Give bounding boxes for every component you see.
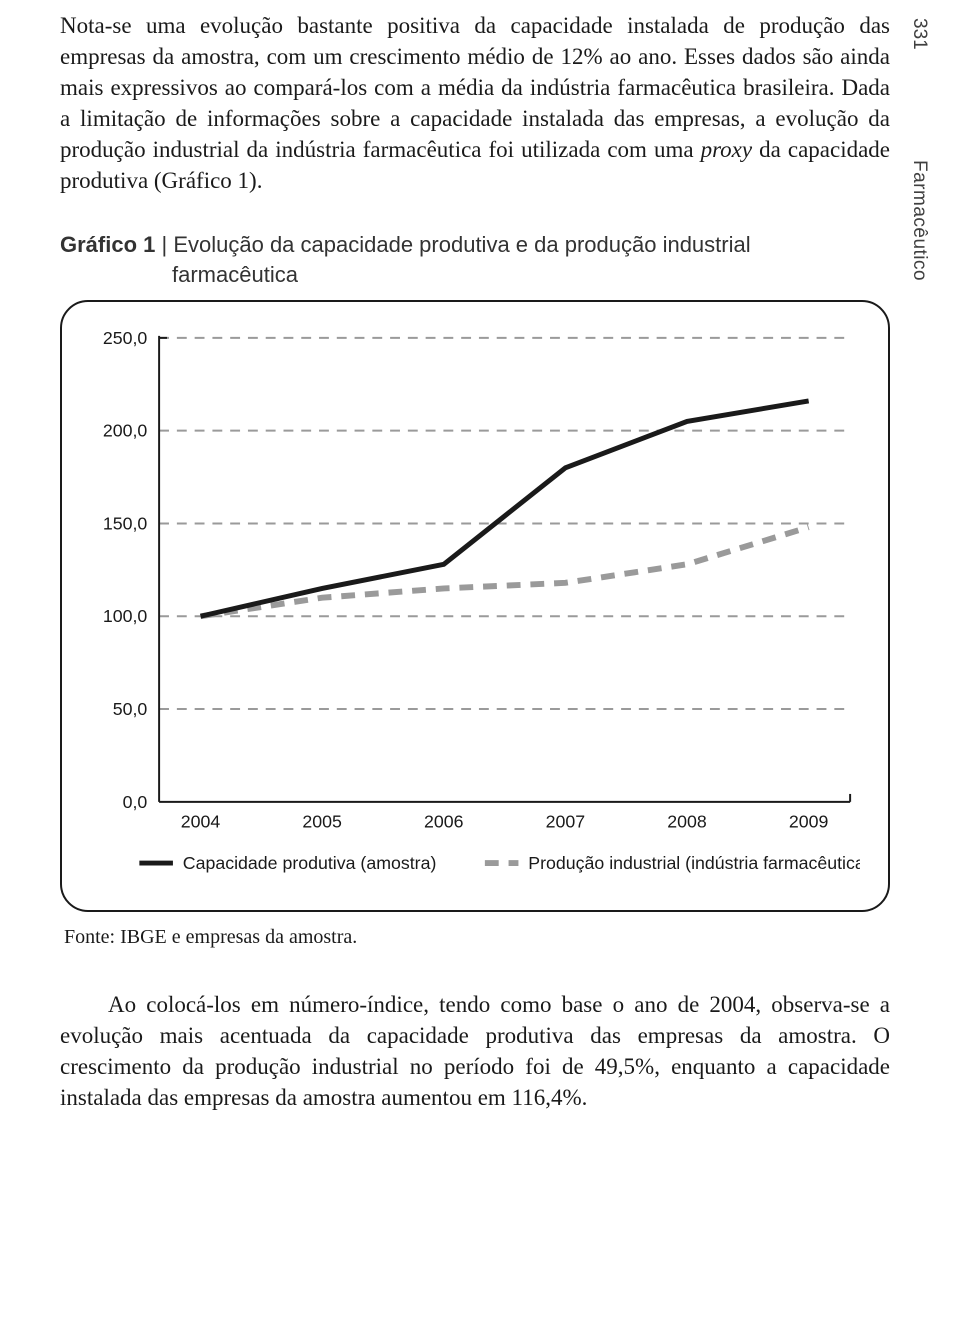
paragraph-conclusion: Ao colocá-los em número-índice, tendo co… [60, 989, 890, 1113]
x-tick-label: 2006 [424, 811, 464, 831]
y-tick-label: 200,0 [103, 420, 148, 440]
y-tick-label: 150,0 [103, 513, 148, 533]
y-tick-label: 50,0 [113, 699, 148, 719]
chart-frame: 0,0 50,0 100,0 150,0 200,0 250,0 2004 2005 2006 2… [60, 300, 890, 913]
page: 331 Farmacêutico Nota-se uma evolução ba… [0, 0, 960, 1322]
x-tick-label: 2009 [789, 811, 829, 831]
chart-title: Gráfico 1 | Evolução da capacidade produ… [60, 230, 890, 289]
y-tick-label: 250,0 [103, 328, 148, 348]
y-tick-label: 0,0 [123, 791, 148, 811]
series-line [201, 527, 809, 616]
chart-title-line2: farmacêutica [60, 260, 890, 290]
legend-label: Produção industrial (indústria farmacêut… [528, 853, 860, 873]
x-tick-label: 2008 [667, 811, 707, 831]
x-tick-label: 2007 [546, 811, 586, 831]
x-tick-label: 2005 [302, 811, 342, 831]
section-label-vertical: Farmacêutico [908, 160, 930, 281]
chart-title-line1: Evolução da capacidade produtiva e da pr… [173, 232, 750, 257]
chart-svg: 0,0 50,0 100,0 150,0 200,0 250,0 2004 2005 2006 2… [90, 328, 860, 893]
paragraph-intro: Nota-se uma evolução bastante positiva d… [60, 10, 890, 196]
x-tick-label: 2004 [181, 811, 221, 831]
legend-label: Capacidade produtiva (amostra) [183, 853, 437, 873]
chart-title-sep: | [155, 232, 173, 257]
y-tick-label: 100,0 [103, 606, 148, 626]
chart-source: Fonte: IBGE e empresas da amostra. [64, 926, 890, 949]
page-number: 331 [908, 18, 930, 50]
chart-title-prefix: Gráfico 1 [60, 232, 155, 257]
series-line [201, 401, 809, 616]
